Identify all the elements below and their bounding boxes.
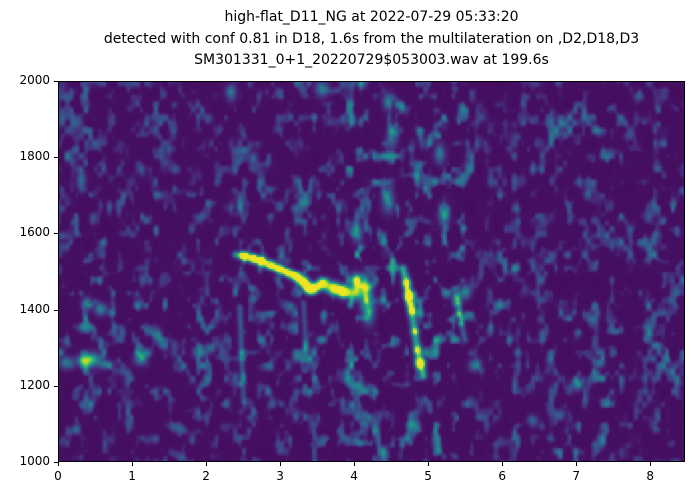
x-tick — [428, 462, 430, 466]
y-tick-label: 2000 — [19, 73, 50, 87]
y-tick-label: 1800 — [19, 149, 50, 164]
x-tick — [58, 462, 59, 466]
y-tick — [54, 385, 58, 387]
x-tick-label: 4 — [350, 469, 358, 483]
x-tick-label: 7 — [572, 469, 580, 483]
y-tick — [54, 157, 58, 159]
x-tick — [280, 462, 282, 466]
y-tick-label: 1200 — [19, 377, 50, 392]
x-tick-label: 1 — [128, 469, 136, 483]
x-tick — [650, 462, 652, 466]
x-tick-label: 8 — [646, 469, 655, 483]
x-tick — [206, 462, 208, 466]
y-tick-label: 1000 — [19, 454, 50, 468]
y-tick-label: 1600 — [19, 225, 50, 240]
y-tick — [54, 233, 58, 235]
title-line-2: detected with conf 0.81 in D18, 1.6s fro… — [103, 30, 640, 47]
spectrogram-canvas — [58, 81, 685, 462]
x-tick-label: 5 — [424, 469, 432, 483]
y-tick — [54, 462, 58, 463]
x-tick — [354, 462, 356, 466]
chart-title: high-flat_D11_NG at 2022-07-29 05:33:20 … — [58, 7, 685, 72]
title-line-3: SM301331_0+1_20220729$053003.wav at 199.… — [194, 52, 549, 68]
x-tick-label: 3 — [276, 469, 284, 483]
x-tick-label: 6 — [498, 469, 506, 483]
y-tick-label: 1400 — [19, 301, 50, 316]
title-line-1: high-flat_D11_NG at 2022-07-29 05:33:20 — [224, 9, 519, 25]
x-tick — [502, 462, 504, 466]
y-tick — [54, 81, 58, 82]
x-tick — [576, 462, 578, 466]
x-tick — [132, 462, 134, 466]
y-tick — [54, 309, 58, 311]
x-tick-label: 2 — [202, 469, 210, 483]
x-tick-label: 0 — [54, 469, 62, 483]
